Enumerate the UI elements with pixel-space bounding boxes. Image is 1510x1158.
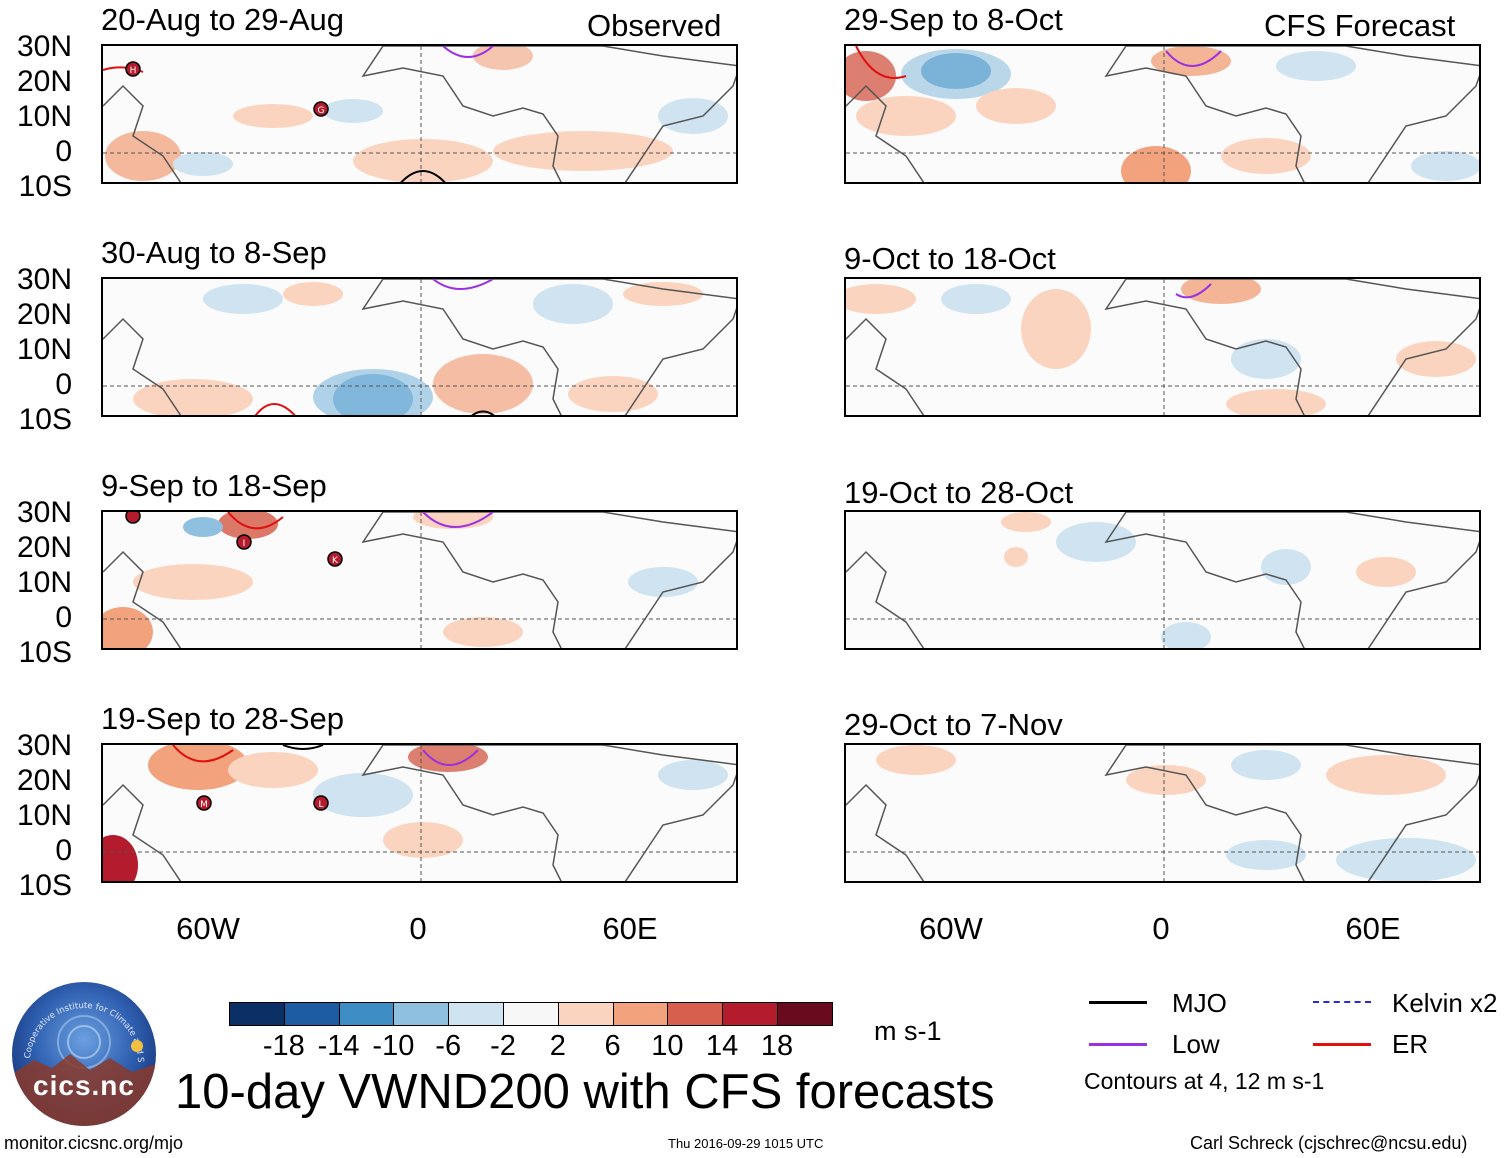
map-panel-forecast-4 [844,743,1481,883]
cfs-forecast-header: CFS Forecast [1264,8,1456,43]
colorbar-swatch [722,1002,778,1026]
colorbar-tick-label: 18 [760,1030,794,1062]
map-graphic [103,279,736,415]
lon-60e-right: 60E [1345,911,1401,946]
map-panel-observed-4: M L [101,743,738,883]
legend-line-low [1089,1043,1147,1046]
lon-60e-left: 60E [602,911,658,946]
colorbar-tick-label: 10 [651,1030,684,1062]
lat-20n: 20N [16,531,72,564]
legend-label-low: Low [1172,1029,1220,1059]
panel-title-5: 29-Sep to 8-Oct [844,2,1063,37]
legend-contours-note: Contours at 4, 12 m s-1 [1084,1068,1325,1094]
colorbar-swatch [448,1002,504,1026]
map-graphic: M L [103,745,736,881]
colorbar-swatch [229,1002,285,1026]
lat-10s: 10S [18,170,72,203]
legend-label-mjo: MJO [1172,988,1227,1018]
panel-title-4: 19-Sep to 28-Sep [101,701,345,736]
colorbar-tick-label: 6 [604,1030,621,1062]
map-graphic [846,46,1479,182]
lat-30n: 30N [16,729,72,762]
legend-label-er: ER [1392,1029,1429,1059]
storm-label-l: L [318,800,323,810]
map-graphic [846,279,1479,415]
footer-website[interactable]: monitor.cicsnc.org/mjo [4,1133,184,1153]
panel-title-2: 30-Aug to 8-Sep [101,235,327,270]
colorbar-tick-label: -2 [490,1030,516,1062]
lat-0: 0 [55,368,72,401]
colorbar-swatch [283,1002,340,1026]
panel-title-6: 9-Oct to 18-Oct [844,241,1056,276]
map-graphic [846,512,1479,648]
storm-label-m: M [200,800,208,810]
lat-20n: 20N [16,65,72,98]
lon-60w-left: 60W [176,911,240,946]
map-graphic [846,745,1479,881]
map-graphic: H G [103,46,736,182]
panel-title-3: 9-Sep to 18-Sep [101,468,327,503]
lon-60w-right: 60W [919,911,983,946]
colorbar-swatch [557,1002,614,1026]
lat-10s: 10S [18,403,72,436]
footer-author: Carl Schreck (cjschrec@ncsu.edu) [1190,1133,1468,1153]
cics-logo: Cooperative Institute for Climate and Sa… [12,982,156,1126]
lat-10n: 10N [16,799,72,832]
colorbar-tick-label: -18 [262,1030,305,1062]
observed-header: Observed [587,8,722,43]
legend-label-kelvin: Kelvin x2 [1392,988,1498,1018]
main-title: 10-day VWND200 with CFS forecasts [175,1065,995,1119]
panel-title-7: 19-Oct to 28-Oct [844,475,1074,510]
storm-label-k: K [332,556,339,566]
colorbar-swatch [393,1002,450,1026]
lat-0: 0 [55,135,72,168]
colorbar-swatch [667,1002,724,1026]
colorbar-swatch [338,1002,395,1026]
logo-text: cics.nc [33,1070,135,1101]
logo-arc-text: Cooperative Institute for Climate and Sa… [12,982,145,1063]
lat-20n: 20N [16,298,72,331]
lat-10n: 10N [16,100,72,133]
legend-line-kelvin [1313,1001,1371,1003]
map-graphic: I K [103,512,736,648]
colorbar-units: m s-1 [874,1016,942,1046]
lat-10s: 10S [18,636,72,669]
panel-title-1: 20-Aug to 29-Aug [101,2,345,37]
lat-10s: 10S [18,869,72,902]
lon-0-left: 0 [409,911,427,946]
legend-line-er [1313,1043,1371,1046]
colorbar-tick-label: -14 [317,1030,360,1062]
lon-0-right: 0 [1152,911,1170,946]
colorbar-tick-label: -10 [372,1030,415,1062]
colorbar-swatch [503,1002,559,1026]
lat-30n: 30N [16,263,72,296]
map-panel-forecast-1 [844,44,1481,184]
lat-20n: 20N [16,764,72,797]
lat-0: 0 [55,601,72,634]
colorbar-swatch [777,1002,833,1026]
map-panel-observed-3: I K [101,510,738,650]
colorbar-tick-label: 2 [549,1030,566,1062]
colorbar-tick-label: -6 [435,1030,462,1062]
panel-title-8: 29-Oct to 7-Nov [844,707,1063,742]
colorbar-swatch [612,1002,669,1026]
colorbar-tick-label: 14 [706,1030,739,1062]
map-panel-forecast-3 [844,510,1481,650]
lat-30n: 30N [16,30,72,63]
map-panel-observed-1: H G [101,44,738,184]
legend-line-mjo [1089,1001,1147,1004]
svg-text:Cooperative Institute for Clim: Cooperative Institute for Climate and Sa… [12,982,145,1063]
map-panel-forecast-2 [844,277,1481,417]
storm-label-i: I [243,539,246,549]
lat-10n: 10N [16,566,72,599]
lat-0: 0 [55,834,72,867]
lat-30n: 30N [16,496,72,529]
storm-label-h: H [130,66,137,76]
footer-timestamp: Thu 2016-09-29 1015 UTC [668,1136,824,1151]
logo-emblem: Cooperative Institute for Climate and Sa… [12,982,156,1126]
storm-label-g: G [318,106,325,116]
map-panel-observed-2 [101,277,738,417]
lat-10n: 10N [16,333,72,366]
